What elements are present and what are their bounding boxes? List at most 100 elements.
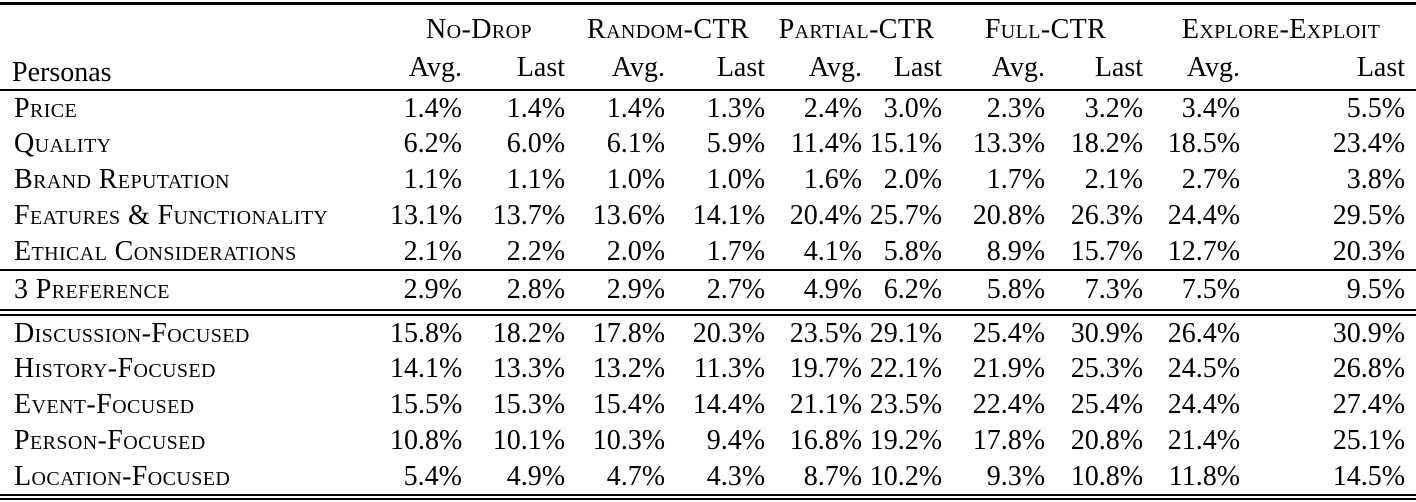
value-cell: 9.5%: [1346, 274, 1406, 305]
value-cell: 20.8%: [1070, 425, 1144, 456]
value-cell: 18.2%: [1070, 128, 1144, 159]
table-row: Person-Focused 10.8% 10.1% 10.3% 9.4% 16.8% 19…: [0, 423, 1416, 459]
col-header-last: Last: [716, 51, 766, 83]
value-cell: 13.6%: [592, 200, 666, 231]
value-cell: 25.1%: [1332, 425, 1406, 456]
table-row: Features & Functionality 13.1% 13.7% 13.6% 1…: [0, 198, 1416, 234]
table-row: Brand Reputation 1.1% 1.1% 1.0% 1.0% 1.6% 2.0%…: [0, 162, 1416, 198]
value-cell: 13.1%: [390, 200, 463, 231]
row-label: Quality: [14, 128, 112, 159]
value-cell: 1.4%: [606, 92, 666, 124]
value-cell: 21.1%: [789, 389, 863, 420]
value-cell: 4.9%: [506, 460, 566, 492]
value-cell: 14.5%: [1332, 460, 1406, 492]
value-cell: 5.5%: [1346, 92, 1406, 124]
value-cell: 20.3%: [1332, 235, 1406, 267]
group-header-no-drop: No-Drop: [426, 14, 532, 45]
focused-section: Discussion-Focused 15.8% 18.2% 17.8% 20.3% 23…: [0, 315, 1416, 495]
value-cell: 3.0%: [883, 92, 943, 124]
value-cell: 26.3%: [1070, 200, 1144, 231]
row-label: Price: [14, 92, 78, 124]
value-cell: 14.1%: [692, 200, 766, 231]
value-cell: 10.2%: [869, 460, 943, 492]
col-header-last: Last: [893, 51, 943, 83]
value-cell: 16.8%: [789, 425, 863, 456]
value-cell: 20.4%: [789, 200, 863, 231]
value-cell: 20.8%: [972, 200, 1046, 231]
value-cell: 2.7%: [706, 274, 766, 305]
value-cell: 15.1%: [869, 128, 943, 159]
value-cell: 19.7%: [789, 353, 863, 384]
value-cell: 14.4%: [692, 389, 766, 420]
preference-section: 3 Preference 2.9% 2.8% 2.9% 2.7% 4.9% 6.2% 5.8%…: [0, 270, 1416, 310]
value-cell: 1.7%: [706, 235, 766, 267]
col-header-avg: Avg.: [408, 51, 462, 83]
value-cell: 4.7%: [606, 460, 666, 492]
value-cell: 22.1%: [869, 353, 943, 384]
value-cell: 4.9%: [803, 274, 863, 305]
value-cell: 11.8%: [1168, 460, 1241, 492]
value-cell: 2.0%: [606, 235, 666, 267]
value-cell: 22.4%: [972, 389, 1046, 420]
value-cell: 12.7%: [1167, 235, 1241, 267]
value-cell: 4.1%: [803, 235, 863, 267]
value-cell: 1.4%: [506, 92, 566, 124]
sub-header-row: Avg. Last Avg. Last Avg. Last Avg. Last …: [0, 46, 1416, 90]
value-cell: 25.7%: [869, 200, 943, 231]
value-cell: 21.9%: [972, 353, 1046, 384]
value-cell: 5.8%: [986, 274, 1046, 305]
value-cell: 27.4%: [1332, 389, 1406, 420]
value-cell: 26.8%: [1332, 353, 1406, 384]
value-cell: 2.0%: [883, 164, 943, 195]
value-cell: 2.8%: [506, 274, 566, 305]
group-header-full-ctr: Full-CTR: [984, 14, 1107, 45]
value-cell: 1.0%: [606, 164, 666, 195]
value-cell: 13.3%: [492, 353, 566, 384]
value-cell: 23.5%: [789, 317, 863, 349]
value-cell: 25.4%: [1070, 389, 1144, 420]
value-cell: 3.4%: [1181, 92, 1241, 124]
value-cell: 9.3%: [986, 460, 1046, 492]
row-label: 3 Preference: [14, 274, 170, 305]
value-cell: 29.5%: [1332, 200, 1406, 231]
value-cell: 21.4%: [1167, 425, 1241, 456]
value-cell: 4.3%: [706, 460, 766, 492]
col-header-avg: Avg.: [611, 51, 666, 83]
value-cell: 2.9%: [403, 274, 462, 305]
value-cell: 10.1%: [492, 425, 566, 456]
value-cell: 30.9%: [1070, 317, 1144, 349]
value-cell: 24.5%: [1167, 353, 1241, 384]
value-cell: 14.1%: [390, 353, 463, 384]
table-row: Event-Focused 15.5% 15.3% 15.4% 14.4% 21.1% 23…: [0, 387, 1416, 423]
value-cell: 20.3%: [692, 317, 766, 349]
row-label: Features & Functionality: [14, 200, 329, 231]
value-cell: 26.4%: [1167, 317, 1241, 349]
value-cell: 3.8%: [1346, 164, 1406, 195]
value-cell: 30.9%: [1332, 317, 1406, 349]
group-header-row: Personas No-Drop Random-CTR Partial-CTR …: [0, 4, 1416, 88]
value-cell: 2.1%: [403, 235, 462, 267]
col-header-avg: Avg.: [991, 51, 1046, 83]
value-cell: 13.3%: [972, 128, 1046, 159]
value-cell: 1.1%: [506, 164, 566, 195]
table-row: Discussion-Focused 15.8% 18.2% 17.8% 20.3% 23…: [0, 315, 1416, 351]
value-cell: 11.3%: [693, 353, 766, 384]
personas-section: Price 1.4% 1.4% 1.4% 1.3% 2.4% 3.0% 2.3% 3.2% 3.4…: [0, 90, 1416, 270]
value-cell: 10.8%: [390, 425, 463, 456]
col-header-avg: Avg.: [808, 51, 863, 83]
value-cell: 18.5%: [1167, 128, 1241, 159]
table-row: Ethical Considerations 2.1% 2.2% 2.0% 1.7% 4.…: [0, 234, 1416, 270]
value-cell: 2.9%: [606, 274, 666, 305]
bottom-double-rule: [0, 494, 1416, 500]
row-label: Discussion-Focused: [14, 317, 250, 349]
row-label: Person-Focused: [14, 425, 206, 456]
double-rule: [0, 309, 1416, 316]
value-cell: 6.2%: [883, 274, 943, 305]
value-cell: 7.5%: [1181, 274, 1241, 305]
value-cell: 2.3%: [986, 92, 1046, 124]
group-header-explore-exploit: Explore-Exploit: [1181, 14, 1381, 45]
row-label: History-Focused: [14, 353, 216, 384]
value-cell: 5.9%: [706, 128, 766, 159]
